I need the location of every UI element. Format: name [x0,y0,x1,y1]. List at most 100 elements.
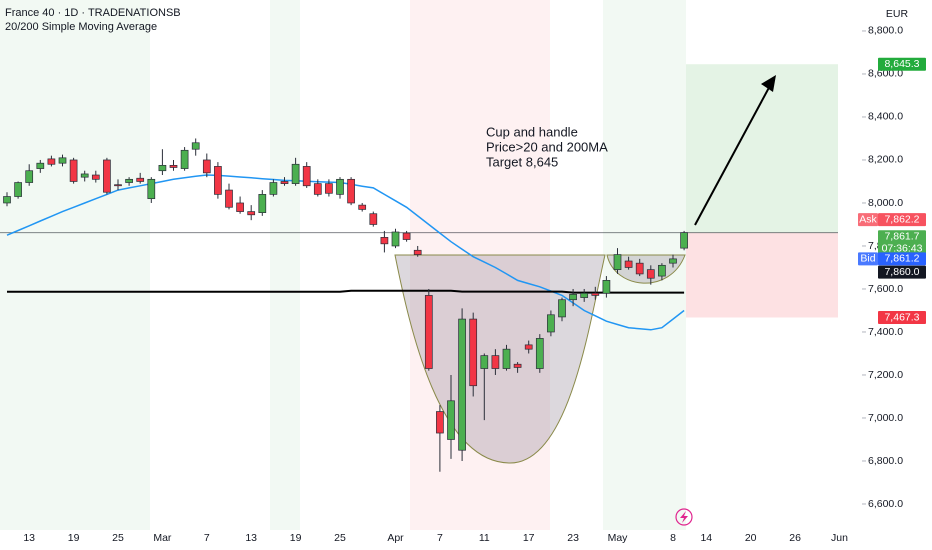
annotation-line: Target 8,645 [486,154,558,169]
x-tick-label: 13 [23,532,35,544]
candle-body [147,178,156,200]
x-tick-label: 13 [245,532,257,544]
candle-body [136,177,145,182]
y-tick-label: 8,800.0 [868,25,903,37]
price-tag-label: 7,467.3 [884,311,919,323]
x-tick-label: May [608,532,629,544]
price-tag-label: 8,645.3 [884,58,919,70]
candle-body [558,299,566,318]
candle-body [169,164,178,168]
candle-body [658,264,666,277]
candle-body [524,344,533,350]
price-tag [878,252,926,266]
candle-body [180,149,189,169]
x-tick-label: 11 [479,532,490,544]
candle-body [214,166,222,195]
candle-body [3,196,11,204]
y-tick-label: 8,200.0 [868,154,903,166]
candle-body [502,348,511,369]
candle-body [580,292,589,298]
candle-body [258,194,267,213]
moving-average [7,289,685,294]
x-tick-label: 26 [789,532,801,544]
candle-body [47,158,56,165]
y-tick-label: 6,600.0 [868,498,903,510]
candle-body [591,292,600,296]
price-tag [878,230,926,257]
alert-icon[interactable] [675,508,693,526]
band [0,0,150,530]
candle-body [569,293,577,301]
y-tick-label: 7,200.0 [868,369,903,381]
x-tick-label: 14 [700,532,712,544]
moving-average [6,174,685,331]
alert-icon-bolt [680,511,688,523]
candle-body [291,163,300,184]
y-tick-label: 8,600.0 [868,68,903,80]
y-tick-label: 7,600.0 [868,283,903,295]
candle-body [80,173,89,178]
candle-body [280,181,289,184]
arrow [694,81,773,226]
arrow-head [761,75,776,92]
candle-body [547,314,555,333]
candle-body [369,213,378,225]
candle-body [191,142,200,150]
target-zone [686,64,838,233]
annotation-line: Price>20 and 200MA [486,139,608,154]
annotation-line: Cup and handle [486,124,578,139]
candle-body [114,184,122,187]
candle-body [247,211,256,216]
candle-body [602,280,611,294]
candle-body [680,232,688,249]
x-tick-label: 19 [290,532,302,544]
band [270,0,300,530]
currency: EUR [886,8,909,20]
candle-body [402,232,411,240]
price-tag [878,213,926,227]
price-tag-name: Ask [859,213,877,225]
x-tick-label: Apr [387,532,404,544]
x-tick-label: Jun [831,532,848,544]
candle-body [313,183,322,195]
countdown: 07:36:43 [882,242,923,254]
candle-body [325,183,333,194]
stop-zone [686,232,838,318]
x-tick-label: 25 [112,532,124,544]
candle-body [458,318,466,451]
price-tag [878,57,926,71]
x-tick-label: 8 [670,532,676,544]
x-tick-label: 20 [745,532,757,544]
candle-body [491,355,500,369]
candle-body [336,178,344,195]
candle-body [646,269,655,279]
x-tick-label: 19 [68,532,80,544]
y-tick-label: 6,800.0 [868,455,903,467]
candle-body [469,318,478,387]
price-tag-name-box [858,213,878,227]
x-tick-label: Mar [153,532,172,544]
candle-body [91,174,100,180]
candle-body [302,166,311,187]
candle-body [635,262,644,275]
y-tick-label: 7,000.0 [868,412,903,424]
price-tag [878,265,926,279]
price-tag-label: 7,862.2 [884,213,919,225]
candle-body [36,162,45,169]
price-tag-label: 7,860.0 [884,266,919,278]
x-tick-label: 23 [567,532,579,544]
x-tick-label: 7 [204,532,210,544]
chart-subtitle: 20/200 Simple Moving Average [5,21,157,33]
candle-body [69,159,78,182]
candle-body [25,170,34,183]
candle-body [225,189,233,208]
y-tick-label: 8,400.0 [868,111,903,123]
candle-body [125,178,133,183]
candle-body [158,164,167,172]
candle-body [58,157,67,164]
candle-body [624,260,633,268]
candle-body [358,204,367,210]
price-tag-label: 7,861.7 [884,230,919,242]
x-tick-label: 25 [334,532,346,544]
